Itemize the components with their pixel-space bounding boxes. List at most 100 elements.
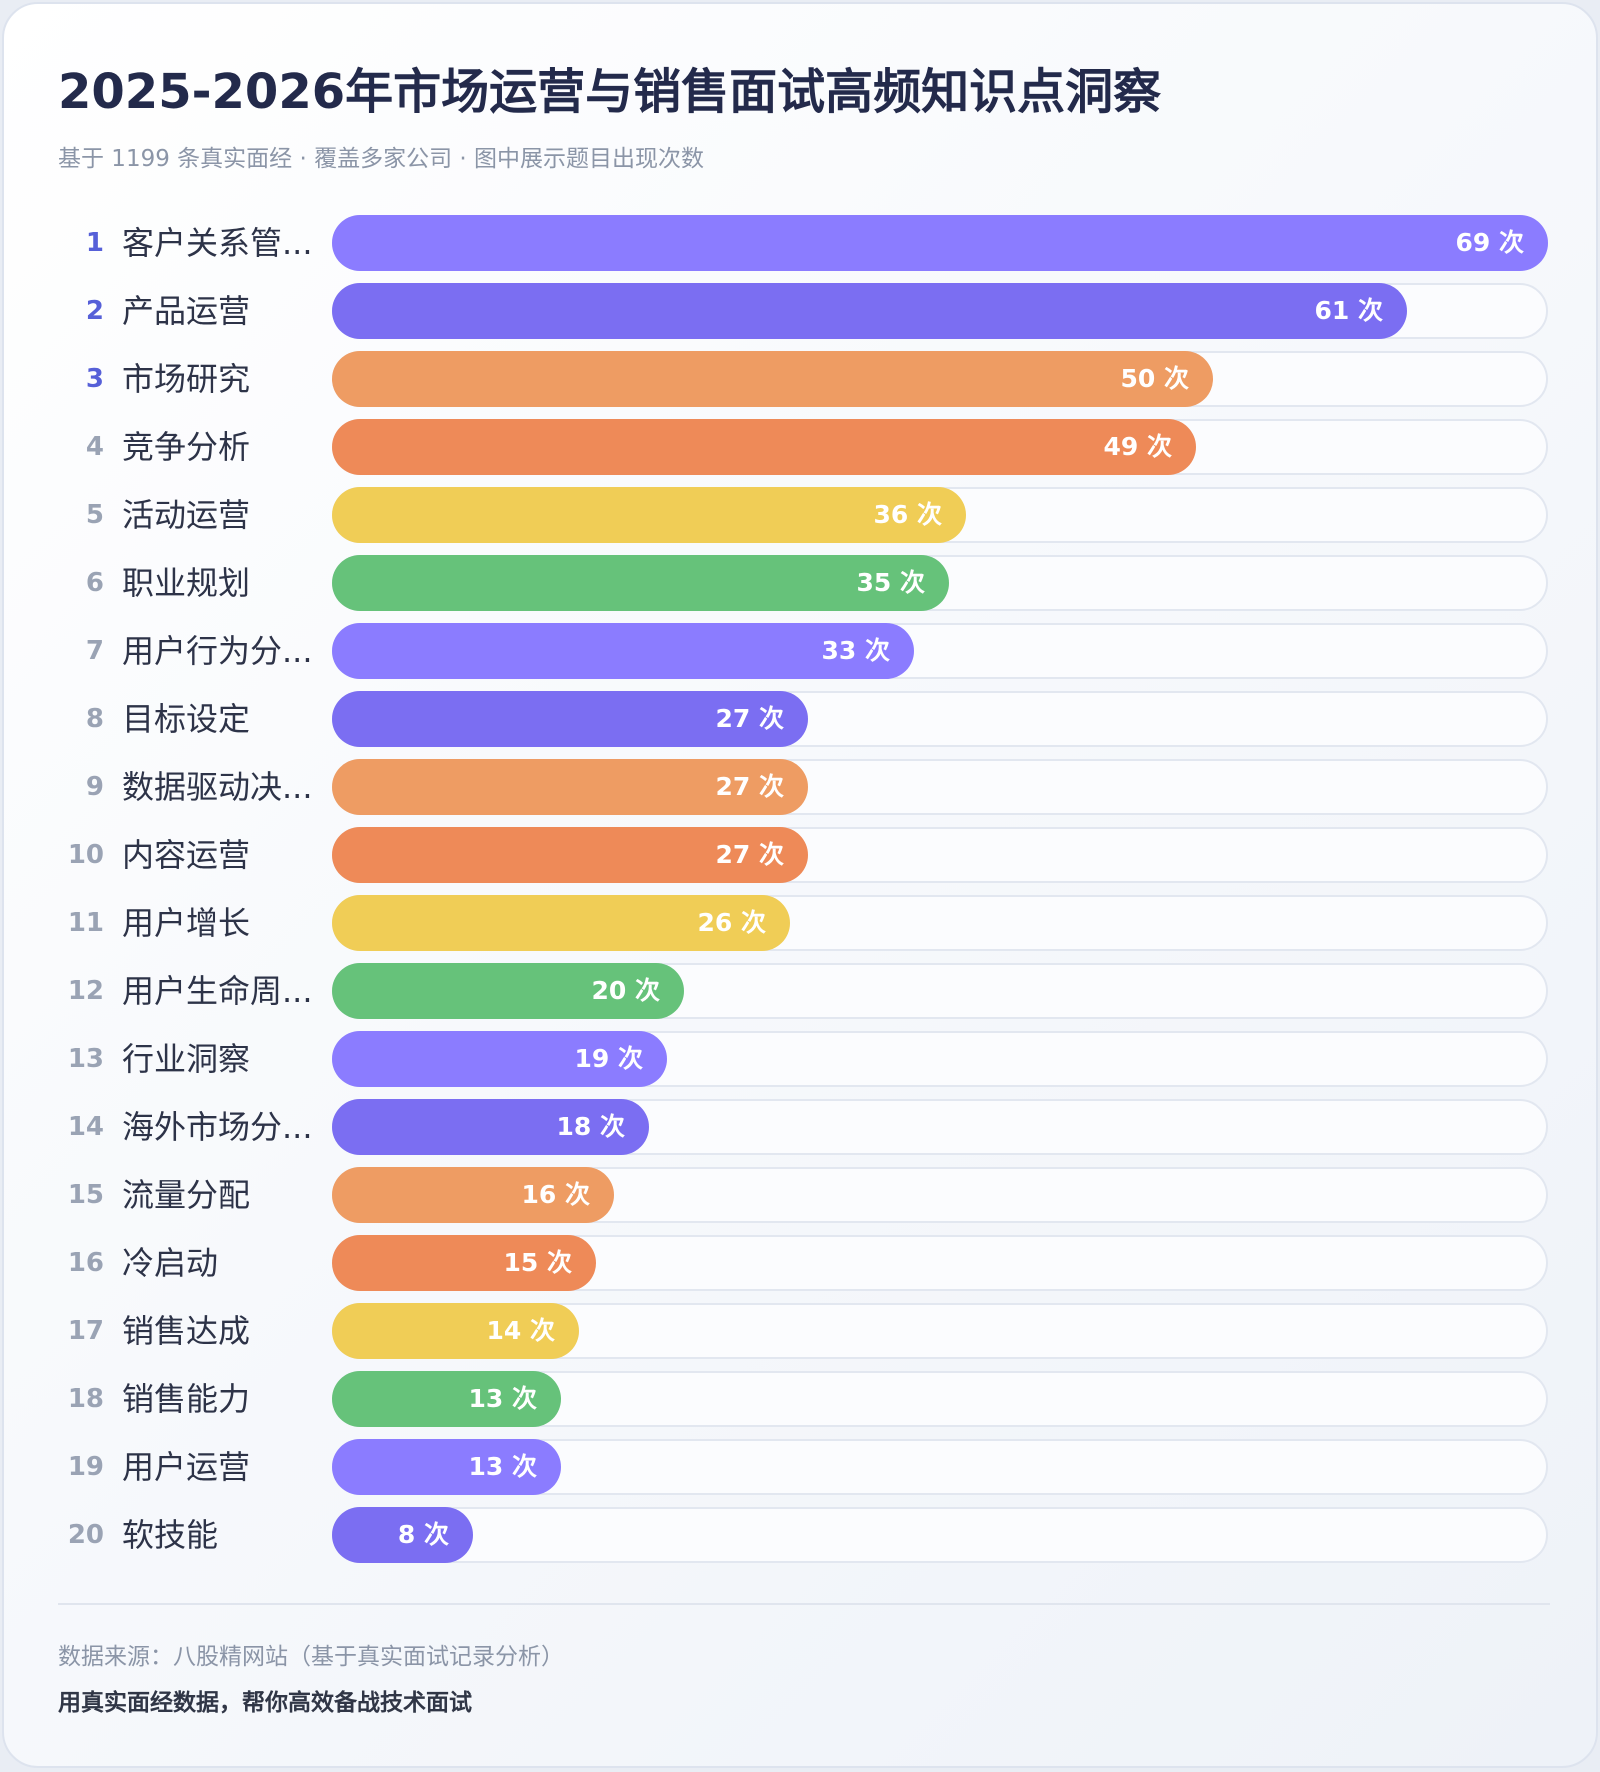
- bar: [332, 895, 790, 951]
- bar: [332, 1235, 596, 1291]
- category-label: 软技能: [122, 1516, 219, 1554]
- rank-number: 1: [85, 228, 104, 258]
- bar-value-label: 36 次: [873, 500, 943, 529]
- bar-value-label: 61 次: [1314, 296, 1384, 325]
- bar-row: 7 用户行为分... 33 次: [4, 621, 1600, 681]
- rank-number: 4: [85, 432, 104, 462]
- bar-row: 10 内容运营 27 次: [4, 825, 1600, 885]
- bar-row: 2 产品运营 61 次: [4, 281, 1600, 341]
- bar-chart: 1 客户关系管... 69 次 2 产品运营 61 次 3 市场研究 50 次 4 竞争分析 49 次…: [4, 4, 1600, 1604]
- bar-track: [332, 1507, 1548, 1563]
- bar-value-label: 18 次: [556, 1112, 626, 1141]
- bar-row: 19 用户运营 13 次: [4, 1437, 1600, 1497]
- bar-row: 1 客户关系管... 69 次: [4, 213, 1600, 273]
- category-label: 职业规划: [122, 564, 251, 602]
- bar-row: 16 冷启动 15 次: [4, 1233, 1600, 1293]
- rank-number: 10: [67, 840, 104, 870]
- rank-number: 16: [67, 1248, 104, 1278]
- bar-value-label: 15 次: [503, 1248, 573, 1277]
- bar-value-label: 33 次: [821, 636, 891, 665]
- bar: [332, 759, 808, 815]
- rank-number: 3: [85, 364, 104, 394]
- rank-number: 11: [67, 908, 104, 938]
- chart-title: 2025-2026年市场运营与销售面试高频知识点洞察: [58, 64, 1162, 120]
- footer-slogan: 用真实面经数据，帮你高效备战技术面试: [58, 1690, 472, 1716]
- category-label: 海外市场分...: [122, 1108, 313, 1146]
- category-label: 行业洞察: [122, 1040, 251, 1078]
- bar: [332, 351, 1213, 407]
- bar-row: 4 竞争分析 49 次: [4, 417, 1600, 477]
- bar: [332, 1439, 561, 1495]
- bar-value-label: 69 次: [1455, 228, 1525, 257]
- bar: [332, 1507, 473, 1563]
- bar: [332, 487, 966, 543]
- bar-value-label: 19 次: [574, 1044, 644, 1073]
- category-label: 流量分配: [122, 1176, 251, 1214]
- category-label: 用户运营: [122, 1448, 251, 1486]
- bar-row: 8 目标设定 27 次: [4, 689, 1600, 749]
- category-label: 目标设定: [122, 700, 251, 738]
- bar: [332, 1031, 667, 1087]
- bar-value-label: 26 次: [697, 908, 767, 937]
- rank-number: 14: [67, 1112, 104, 1142]
- rank-number: 15: [67, 1180, 104, 1210]
- chart-subtitle: 基于 1199 条真实面经 · 覆盖多家公司 · 图中展示题目出现次数: [58, 146, 705, 172]
- bar-row: 20 软技能 8 次: [4, 1505, 1600, 1565]
- bar-value-label: 27 次: [715, 772, 785, 801]
- bar-value-label: 27 次: [715, 840, 785, 869]
- bar-value-label: 13 次: [468, 1452, 538, 1481]
- category-label: 用户增长: [122, 904, 251, 942]
- bar: [332, 215, 1548, 271]
- bar-row: 5 活动运营 36 次: [4, 485, 1600, 545]
- bar-row: 3 市场研究 50 次: [4, 349, 1600, 409]
- bar-row: 18 销售能力 13 次: [4, 1369, 1600, 1429]
- category-label: 活动运营: [122, 496, 251, 534]
- bar-row: 11 用户增长 26 次: [4, 893, 1600, 953]
- bar: [332, 1099, 649, 1155]
- bar-row: 6 职业规划 35 次: [4, 553, 1600, 613]
- rank-number: 19: [67, 1452, 104, 1482]
- bar: [332, 691, 808, 747]
- bar-row: 14 海外市场分... 18 次: [4, 1097, 1600, 1157]
- bar-value-label: 20 次: [591, 976, 661, 1005]
- bar-row: 9 数据驱动决... 27 次: [4, 757, 1600, 817]
- bar: [332, 419, 1196, 475]
- bar-value-label: 14 次: [486, 1316, 556, 1345]
- bar-value-label: 35 次: [856, 568, 926, 597]
- bar: [332, 827, 808, 883]
- rank-number: 6: [85, 568, 104, 598]
- bar: [332, 555, 949, 611]
- rank-number: 7: [85, 636, 104, 666]
- category-label: 用户生命周...: [122, 972, 313, 1010]
- bar-row: 17 销售达成 14 次: [4, 1301, 1600, 1361]
- bar-row: 13 行业洞察 19 次: [4, 1029, 1600, 1089]
- bar-value-label: 16 次: [521, 1180, 591, 1209]
- rank-number: 13: [67, 1044, 104, 1074]
- category-label: 客户关系管...: [122, 224, 313, 262]
- bar-value-label: 49 次: [1103, 432, 1173, 461]
- bar: [332, 1371, 561, 1427]
- category-label: 数据驱动决...: [122, 768, 313, 806]
- bar-row: 12 用户生命周... 20 次: [4, 961, 1600, 1021]
- bar: [332, 1167, 614, 1223]
- category-label: 竞争分析: [122, 428, 251, 466]
- bar: [332, 283, 1407, 339]
- category-label: 产品运营: [122, 292, 251, 330]
- rank-number: 17: [67, 1316, 104, 1346]
- bar: [332, 1303, 579, 1359]
- rank-number: 5: [85, 500, 104, 530]
- category-label: 冷启动: [122, 1244, 219, 1282]
- category-label: 销售能力: [122, 1380, 251, 1418]
- bar-value-label: 50 次: [1120, 364, 1190, 393]
- bar-value-label: 13 次: [468, 1384, 538, 1413]
- rank-number: 18: [67, 1384, 104, 1414]
- rank-number: 9: [85, 772, 104, 802]
- rank-number: 8: [85, 704, 104, 734]
- rank-number: 12: [67, 976, 104, 1006]
- bar-value-label: 27 次: [715, 704, 785, 733]
- bar-value-label: 8 次: [397, 1520, 449, 1549]
- category-label: 用户行为分...: [122, 632, 313, 670]
- data-source-note: 数据来源：八股精网站（基于真实面试记录分析）: [58, 1644, 564, 1670]
- category-label: 市场研究: [122, 360, 251, 398]
